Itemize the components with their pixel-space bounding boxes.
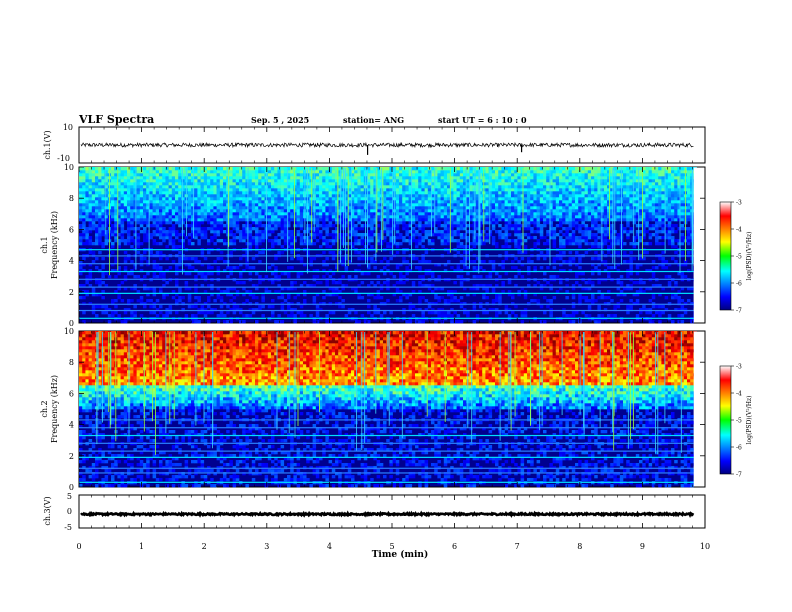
plot-title: VLF Spectra: [79, 113, 155, 126]
spec2-band-4: [79, 450, 694, 452]
spec1-ticks-label-3: 6: [69, 225, 74, 234]
spec1-ticks-label-4: 8: [69, 194, 74, 203]
ch1-voltage-trace: [80, 141, 694, 155]
spec1-band-6: [79, 270, 694, 273]
ch3-ytick-mid: 0: [67, 507, 72, 516]
spec2-ticks-label-2: 4: [69, 421, 74, 430]
cbar2-tick-1: -4: [736, 391, 742, 398]
cbar1-tick-1: -4: [736, 227, 742, 234]
ch1-voltage-panel: 10 -10 ch.1(V): [43, 123, 706, 164]
spec1-band-8: [79, 255, 694, 257]
ch1-colorbar-label: log(PSD)(V²/Hz): [746, 232, 753, 281]
cbar2-tick-0: -3: [736, 364, 742, 371]
time-tick-label-8: 8: [577, 542, 582, 551]
spec1-ticks-label-5: 10: [64, 163, 74, 172]
time-tick-label-4: 4: [327, 542, 332, 551]
date-label: Sep. 5 , 2025: [251, 115, 310, 125]
spec2-ticks-label-5: 10: [64, 327, 74, 336]
time-tick-label-3: 3: [264, 542, 269, 551]
spec2-band-3: [79, 456, 694, 458]
spec1-band-4: [79, 286, 694, 288]
spec2-ticks-label-0: 0: [69, 483, 74, 492]
cbar2-tick-3: -6: [736, 445, 742, 452]
cbar1-tick-3: -6: [736, 281, 742, 288]
cbar1-tick-4: -7: [736, 308, 742, 315]
spec2-band-5: [79, 442, 694, 444]
cbar2-tick-2: -5: [736, 418, 742, 425]
ch1-spectrogram-image: [79, 167, 705, 324]
station-label: station= ANG: [343, 115, 405, 125]
ch3-ytick-bottom: -5: [64, 523, 72, 532]
ch2-spectrogram-image: [79, 331, 705, 488]
start-time-label: start UT = 6 : 10 : 0: [438, 115, 527, 125]
spec1-ticks-label-2: 4: [69, 257, 74, 266]
ch2-spectrogram-ylabel-line2: Frequency (kHz): [50, 375, 59, 443]
time-tick-label-5: 5: [389, 542, 394, 551]
spec2-band-7: [79, 427, 694, 429]
spec1-ticks-label-0: 0: [69, 319, 74, 328]
ch3-voltage-trace: [80, 510, 695, 519]
ch1-voltage-ylabel: ch.1(V): [43, 130, 52, 159]
spec1-band-2: [79, 303, 694, 305]
time-tick-label-9: 9: [640, 542, 645, 551]
spec2-band-0: [79, 481, 694, 483]
ch1-ytick-bottom: -10: [57, 154, 70, 163]
ch1-spectrogram-ylabel-line1: ch.1: [40, 236, 49, 253]
ch2-colorbar-label: log(PSD)(V²/Hz): [746, 396, 753, 445]
time-tick-label-7: 7: [515, 542, 520, 551]
spec1-band-5: [79, 278, 694, 280]
time-axis: 0 1 2 3 4 5 6 7 8 9 10: [76, 127, 710, 551]
time-tick-label-10: 10: [700, 542, 710, 551]
ch2-colorbar: -3 -4 -5 -6 -7 log(PSD)(V²/Hz): [719, 364, 753, 479]
ch3-voltage-ylabel: ch.3(V): [43, 496, 52, 525]
ch1-spectrogram-yticks: 0 2 4 6 8 10: [64, 163, 705, 328]
spec2-band-8: [79, 419, 694, 421]
time-axis-label: Time (min): [372, 549, 429, 560]
spec2-band-6: [79, 434, 694, 437]
spec2-band-2: [79, 467, 694, 469]
cbar1-tick-0: -3: [736, 200, 742, 207]
spec1-band-9: [79, 249, 694, 251]
spec1-band-3: [79, 292, 694, 294]
ch1-colorbar: -3 -4 -5 -6 -7 log(PSD)(V²/Hz): [719, 200, 753, 315]
spec1-band-0: [79, 317, 694, 319]
ch2-spectrogram-yticks: 0 2 4 6 8 10: [64, 327, 705, 492]
spec2-ticks-label-1: 2: [69, 452, 74, 461]
ch1-ytick-top: 10: [63, 123, 73, 132]
time-tick-label-1: 1: [139, 542, 144, 551]
ch2-spectrogram-panel: 0 2 4 6 8 10 ch.2 Frequency (kHz) -3 -4 -5 -6 -7 …: [40, 327, 753, 492]
time-tick-label-2: 2: [202, 542, 207, 551]
spec1-gap: [693, 167, 705, 323]
ch1-spectrogram-ylabel-line2: Frequency (kHz): [50, 211, 59, 279]
spec1-band-7: [79, 263, 694, 265]
ch3-ytick-top: 5: [67, 492, 72, 501]
spec2-ticks-label-3: 6: [69, 389, 74, 398]
ch2-spectrogram-ylabel-line1: ch.2: [40, 400, 49, 417]
spec2-ticks-label-4: 8: [69, 358, 74, 367]
ch1-spectrogram-panel: 0 2 4 6 8 10 ch.1 Frequency (kHz) -3 -4 -5 -6 -7 …: [40, 163, 753, 328]
spec1-ticks-label-1: 2: [69, 288, 74, 297]
cbar1-tick-2: -5: [736, 254, 742, 261]
ch3-voltage-panel: 5 0 -5 ch.3(V): [43, 492, 706, 532]
ch3-trace-line: [80, 510, 695, 519]
ch1-trace-line: [80, 141, 694, 149]
spec1-band-1: [79, 309, 694, 312]
spec2-band-1: [79, 472, 694, 474]
time-tick-label-0: 0: [76, 542, 81, 551]
spec2-gap: [693, 331, 705, 487]
time-tick-label-6: 6: [452, 542, 457, 551]
cbar2-tick-4: -7: [736, 472, 742, 479]
